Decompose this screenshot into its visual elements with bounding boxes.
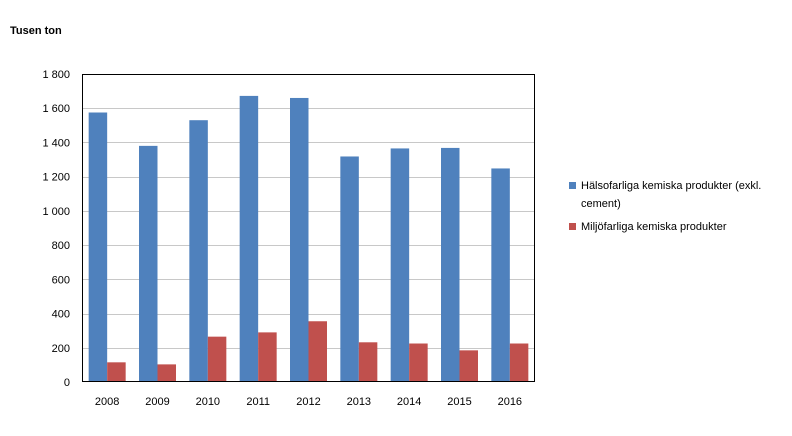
y-tick-label: 400 — [52, 309, 70, 321]
bar-2014-series-1 — [390, 148, 410, 382]
y-tick-label: 1 000 — [42, 206, 70, 218]
bar-2016-series-1 — [491, 168, 510, 382]
bar-2016-series-2 — [509, 343, 529, 382]
y-axis-label: Tusen ton — [10, 25, 62, 37]
y-tick-label: 1 200 — [42, 172, 70, 184]
bar-2012-series-2 — [308, 321, 327, 382]
x-axis-ticks: 2008 2009 2010 2011 2012 2013 2014 2015 2016 — [95, 396, 522, 408]
bars — [88, 95, 529, 382]
x-tick-label: 2008 — [95, 396, 119, 408]
legend-label: Miljöfarliga kemiska produkter — [581, 221, 727, 233]
bar-2015-series-2 — [459, 350, 478, 382]
bar-2013-series-1 — [340, 156, 359, 382]
x-tick-label: 2011 — [246, 396, 270, 408]
bar-2011-series-1 — [239, 95, 259, 382]
x-tick-label: 2013 — [347, 396, 371, 408]
y-tick-label: 1 600 — [42, 103, 70, 115]
bar-2015-series-1 — [441, 147, 460, 382]
bar-2014-series-2 — [409, 343, 428, 382]
legend-label: Hälsofarliga kemiska produkter (exkl. — [581, 180, 761, 192]
y-tick-label: 1 400 — [42, 137, 70, 149]
bar-2009-series-2 — [157, 364, 176, 382]
bar-2010-series-1 — [189, 120, 208, 382]
plot-area-border — [82, 74, 535, 382]
x-tick-label: 2014 — [397, 396, 421, 408]
legend: Hälsofarliga kemiska produkter (exkl. cem… — [569, 180, 761, 233]
legend-swatch — [569, 223, 576, 230]
y-tick-label: 600 — [52, 274, 70, 286]
y-tick-label: 800 — [52, 240, 70, 252]
bar-2012-series-1 — [290, 97, 309, 382]
x-tick-label: 2010 — [196, 396, 220, 408]
y-tick-label: 200 — [52, 343, 70, 355]
y-tick-label: 0 — [64, 377, 70, 389]
x-tick-label: 2009 — [145, 396, 169, 408]
bar-2011-series-2 — [258, 332, 277, 382]
legend-label: cement) — [581, 198, 621, 210]
y-axis-ticks: 0 200 400 600 800 1 000 1 200 1 400 1 600 1 800 — [42, 69, 70, 389]
bar-2010-series-2 — [207, 336, 227, 382]
bar-2008-series-2 — [107, 362, 126, 382]
x-tick-label: 2015 — [447, 396, 471, 408]
x-tick-label: 2016 — [498, 396, 522, 408]
legend-swatch — [569, 182, 576, 189]
bar-2008-series-1 — [88, 112, 108, 382]
bar-2013-series-2 — [358, 342, 378, 382]
x-tick-label: 2012 — [296, 396, 320, 408]
y-tick-label: 1 800 — [42, 69, 70, 81]
bar-2009-series-1 — [139, 145, 158, 382]
